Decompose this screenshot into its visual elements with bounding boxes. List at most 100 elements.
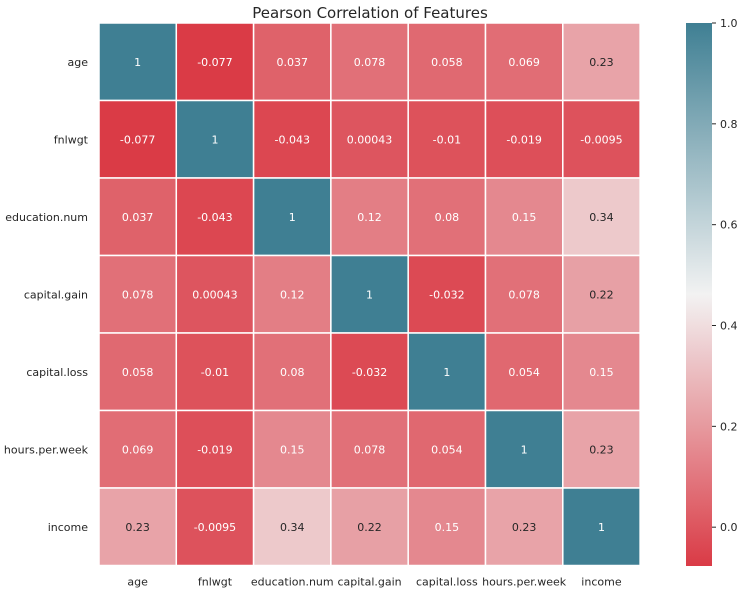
col-tick-labels: age fnlwgt education.num capital.gain capita…: [127, 576, 621, 589]
col-tick-label: capital.gain: [337, 576, 401, 589]
cell-value-label: 0.078: [354, 56, 386, 69]
colorbar-tick-label: 0.6: [720, 219, 738, 232]
cell-value-label: 1: [521, 443, 528, 456]
cell-value-label: 0.078: [508, 288, 540, 301]
cell-value-label: 0.069: [508, 56, 540, 69]
heatmap-cell: [407, 177, 487, 257]
heatmap-cell: [175, 177, 255, 257]
row-tick-label: capital.gain: [24, 288, 88, 301]
heatmap-cell: [98, 22, 178, 102]
heatmap-cell: [562, 409, 641, 489]
colorbar-tick-label: 0.4: [720, 320, 738, 333]
cell-value-label: 0.23: [589, 443, 614, 456]
cell-value-label: 1: [289, 211, 296, 224]
cell-value-label: -0.043: [275, 133, 310, 146]
cell-value-label: -0.043: [197, 211, 232, 224]
cell-value-label: 0.037: [277, 56, 309, 69]
heatmap-cell: [98, 409, 178, 489]
row-tick-label: income: [48, 521, 89, 534]
cell-value-label: -0.01: [201, 366, 229, 379]
cell-value-label: 0.23: [125, 521, 150, 534]
heatmap-cell: [407, 99, 487, 179]
cell-value-label: -0.0095: [194, 521, 236, 534]
heatmap-cell: [484, 22, 564, 102]
heatmap-cell: [252, 99, 332, 179]
cell-value-label: 0.058: [122, 366, 154, 379]
cell-value-label: 0.15: [280, 443, 305, 456]
cell-value-label: 0.34: [589, 211, 614, 224]
heatmap-cell: [562, 99, 641, 179]
cell-value-label: 0.058: [431, 56, 463, 69]
cell-value-label: 0.00043: [347, 133, 393, 146]
cell-value-label: 0.00043: [192, 288, 238, 301]
row-tick-label: capital.loss: [26, 366, 88, 379]
cell-value-label: 0.037: [122, 211, 154, 224]
cell-value-label: -0.077: [197, 56, 232, 69]
cell-value-label: -0.01: [433, 133, 461, 146]
cell-value-label: -0.019: [506, 133, 541, 146]
heatmap-cell: [330, 254, 409, 334]
col-tick-label: fnlwgt: [198, 576, 233, 589]
heatmap-cell: [175, 409, 255, 489]
heatmap-cell: [407, 487, 487, 567]
cell-value-label: 0.34: [280, 521, 305, 534]
col-tick-label: income: [581, 576, 622, 589]
cell-value-label: 0.054: [508, 366, 540, 379]
cell-value-label: 0.078: [122, 288, 154, 301]
heatmap-cell: [562, 177, 641, 257]
cell-value-label: 0.069: [122, 443, 154, 456]
cell-value-label: -0.032: [429, 288, 464, 301]
heatmap-cell: [98, 332, 178, 412]
cell-value-label: 1: [211, 133, 218, 146]
colorbar-tick-label: 0.0: [720, 521, 738, 534]
cell-value-label: 1: [443, 366, 450, 379]
heatmap-cell: [175, 22, 255, 102]
row-tick-labels: age fnlwgt education.num capital.gain capita…: [4, 56, 89, 534]
cell-value-label: 0.23: [512, 521, 537, 534]
heatmap-cell: [330, 177, 409, 257]
heatmap-cell: [484, 487, 564, 567]
heatmap-cell: [98, 99, 178, 179]
heatmap-cell: [175, 254, 255, 334]
cell-value-label: 0.22: [589, 288, 614, 301]
col-tick-label: education.num: [251, 576, 334, 589]
heatmap-cell: [330, 409, 409, 489]
cell-value-label: 1: [598, 521, 605, 534]
colorbar-tick-label: 1.0: [720, 17, 738, 30]
cell-value-label: 1: [134, 56, 141, 69]
cell-value-label: 0.08: [435, 211, 460, 224]
col-tick-label: capital.loss: [416, 576, 478, 589]
colorbar: 0.0 0.2 0.4 0.6 0.8 1.0: [686, 17, 738, 566]
cell-value-label: 0.054: [431, 443, 463, 456]
col-tick-label: age: [127, 576, 148, 589]
heatmap-cell: [330, 487, 409, 567]
heatmap-cell: [252, 332, 332, 412]
colorbar-tick-label: 0.8: [720, 118, 738, 131]
row-tick-label: education.num: [5, 211, 88, 224]
cell-value-label: 0.15: [512, 211, 537, 224]
colorbar-bar: [686, 23, 712, 566]
cell-value-label: 0.23: [589, 56, 614, 69]
cell-value-label: 0.15: [435, 521, 460, 534]
heatmap-cells: 1 -0.077 0.037 0.078 0.058 0.069 0.23 -0.077 1 -0…: [98, 22, 641, 567]
heatmap-cell: [252, 177, 332, 257]
cell-value-label: -0.019: [197, 443, 232, 456]
cell-value-label: 1: [366, 288, 373, 301]
cell-value-label: 0.22: [357, 521, 382, 534]
heatmap-cell: [562, 487, 641, 567]
colorbar-tick-label: 0.2: [720, 420, 738, 433]
heatmap-cell: [407, 409, 487, 489]
heatmap-cell: [98, 254, 178, 334]
col-tick-label: hours.per.week: [482, 576, 567, 589]
cell-value-label: -0.077: [120, 133, 155, 146]
cell-value-label: 0.12: [357, 211, 382, 224]
heatmap-cell: [484, 177, 564, 257]
cell-value-label: 0.15: [589, 366, 614, 379]
row-tick-label: fnlwgt: [54, 133, 89, 146]
cell-value-label: 0.12: [280, 288, 305, 301]
heatmap-cell: [252, 487, 332, 567]
row-tick-label: hours.per.week: [4, 443, 89, 456]
cell-value-label: 0.078: [354, 443, 386, 456]
